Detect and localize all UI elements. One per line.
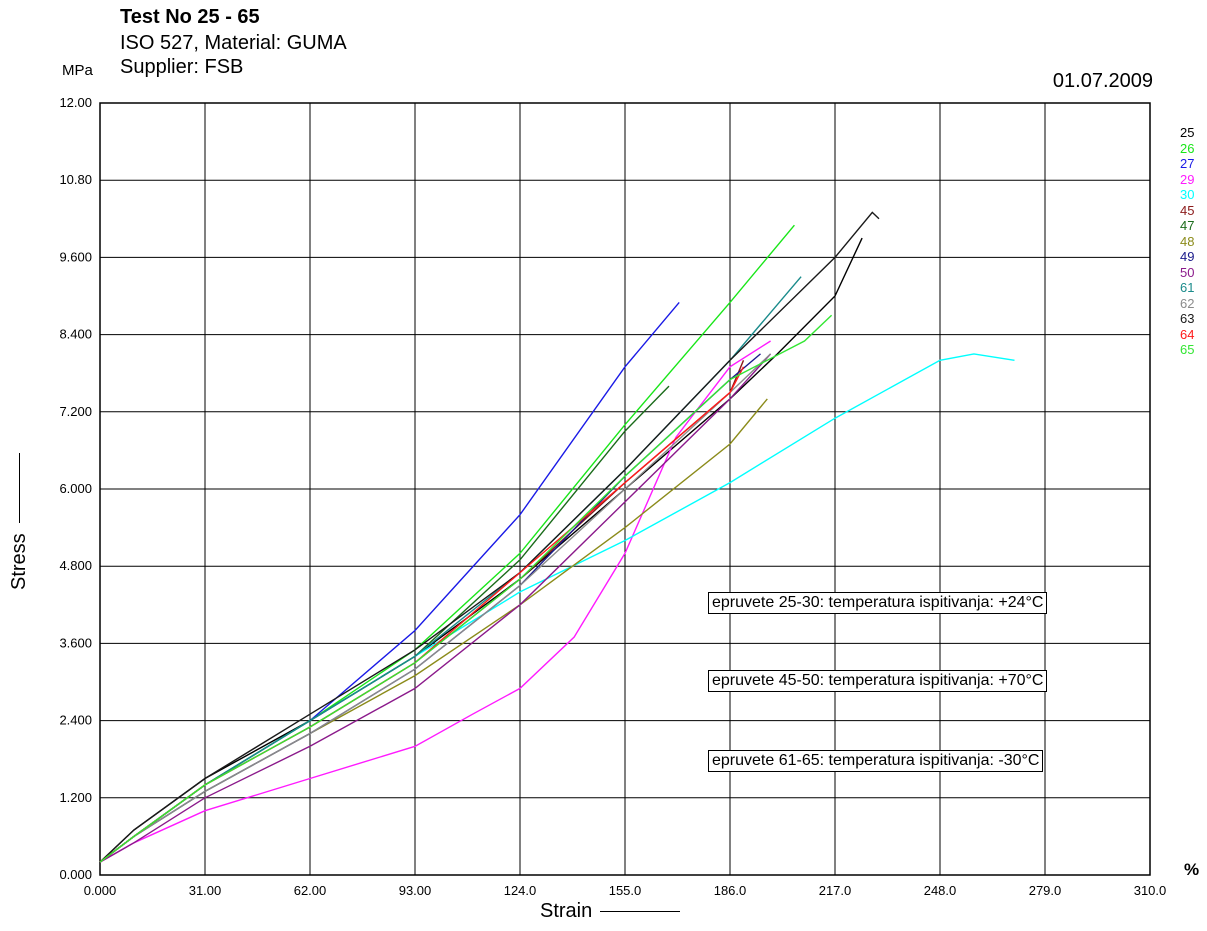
y-tick-label: 4.800 [59,558,92,573]
legend-item-49: 49 [1180,249,1195,264]
y-tick-label: 0.000 [59,867,92,882]
note-70c: epruvete 45-50: temperatura ispitivanja:… [708,670,1048,692]
x-tick-label: 124.0 [504,883,537,898]
series-line-26 [99,224,795,863]
x-unit-label: % [1184,860,1200,879]
series-line-62 [99,353,772,863]
legend-item-47: 47 [1180,218,1195,233]
y-axis-label: Stress [8,533,30,590]
series-line-47 [99,385,670,863]
y-tick-label: 6.000 [59,481,92,496]
x-tick-label: 155.0 [609,883,642,898]
legend-item-45: 45 [1180,202,1195,218]
x-tick-label: 186.0 [714,883,747,898]
chart-title: Test No 25 - 65 [120,6,260,28]
y-tick-label: 2.400 [59,713,92,728]
note-24c: epruvete 25-30: temperatura ispitivanja:… [708,592,1048,614]
y-tick-label: 8.400 [59,327,92,342]
plot-frame [99,102,1151,876]
legend-item-62: 62 [1180,295,1195,311]
legend-item-63: 63 [1180,311,1195,326]
legend-item-61: 61 [1180,280,1195,295]
x-axis-rule [600,911,681,913]
material-line: ISO 527, Material: GUMA [120,32,347,54]
series-line-49 [99,353,761,863]
y-tick-label: 9.600 [59,249,92,264]
legend-item-50: 50 [1180,264,1195,280]
legend-item-30: 30 [1180,187,1195,202]
y-tick-label: 3.600 [59,635,92,650]
legend-item-48: 48 [1180,233,1195,249]
note-minus30c: epruvete 61-65: temperatura ispitivanja:… [708,750,1044,772]
y-tick-label: 10.80 [59,172,92,187]
series-line-27 [99,301,680,863]
series-line-48 [99,398,768,863]
test-date: 01.07.2009 [1052,70,1153,92]
series-line-50 [99,353,772,863]
legend-item-64: 64 [1180,326,1195,342]
y-tick-label: 12.00 [59,95,92,110]
series-line-45 [99,360,745,863]
x-tick-label: 31.00 [189,883,222,898]
legend-item-65: 65 [1180,342,1195,357]
legend-item-29: 29 [1180,171,1195,187]
series-line-29 [99,340,771,863]
y-tick-label: 7.200 [59,404,92,419]
legend-item-25: 25 [1180,125,1195,140]
x-tick-label: 310.0 [1134,883,1167,898]
y-axis-rule [19,453,21,524]
y-tick-label: 1.200 [59,790,92,805]
legend: 25 26 27 29 30 45 47 48 49 50 61 62 63 64 65 [1180,125,1194,358]
x-tick-label: 93.00 [399,883,432,898]
x-axis-label: Strain [540,900,593,922]
y-unit-label: MPa [62,62,93,79]
x-tick-label: 0.000 [84,883,117,898]
x-axis-title: Strain [540,900,681,923]
x-tick-label: 248.0 [924,883,957,898]
legend-item-27: 27 [1180,156,1195,171]
x-tick-label: 279.0 [1029,883,1062,898]
series-line-64 [99,366,745,863]
supplier-line: Supplier: FSB [120,56,244,78]
series-line-65 [99,314,833,863]
x-tick-label: 217.0 [819,883,852,898]
legend-item-26: 26 [1180,140,1195,156]
y-axis-title: Stress [8,453,31,590]
x-tick-label: 62.00 [294,883,327,898]
